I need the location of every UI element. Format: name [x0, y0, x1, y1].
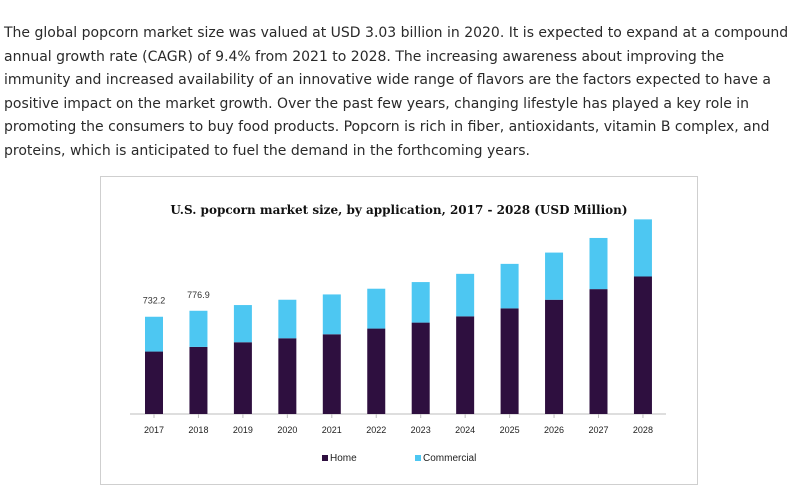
bar-commercial-2017 [145, 316, 163, 352]
bar-commercial-2019 [233, 305, 252, 343]
x-tick-label: 2024 [455, 425, 475, 435]
article-paragraph: The global popcorn market size was value… [4, 25, 789, 159]
data-label: 732.2 [143, 296, 166, 306]
bar-commercial-2024 [456, 273, 475, 317]
bar-commercial-2026 [545, 252, 564, 300]
bar-home-2027 [589, 289, 608, 414]
x-tick-label: 2017 [144, 425, 164, 435]
bar-commercial-2023 [411, 282, 430, 323]
x-tick-label: 2028 [633, 425, 653, 435]
legend-swatch-commercial [415, 455, 421, 461]
x-tick-label: 2019 [233, 425, 253, 435]
x-tick-label: 2026 [544, 425, 564, 435]
bar-commercial-2025 [500, 263, 519, 309]
data-label: 776.9 [187, 290, 210, 300]
bar-home-2024 [456, 316, 475, 414]
legend-label-home: Home [330, 453, 357, 464]
legend-label-commercial: Commercial [423, 453, 476, 464]
bar-home-2025 [500, 308, 519, 414]
bar-commercial-2020 [278, 299, 297, 339]
x-tick-label: 2027 [588, 425, 608, 435]
x-tick-label: 2022 [366, 425, 386, 435]
x-tick-label: 2021 [322, 425, 342, 435]
bar-commercial-2028 [633, 219, 652, 277]
bar-home-2018 [189, 346, 208, 414]
bar-commercial-2021 [322, 294, 341, 335]
bar-home-2022 [367, 328, 386, 414]
bar-home-2026 [545, 299, 564, 414]
x-tick-label: 2018 [188, 425, 208, 435]
bar-home-2020 [278, 338, 297, 414]
bar-home-2023 [411, 322, 430, 414]
x-tick-label: 2025 [500, 425, 520, 435]
bar-commercial-2022 [367, 288, 386, 329]
bar-home-2017 [145, 351, 163, 414]
x-tick-label: 2020 [277, 425, 297, 435]
bar-home-2021 [322, 334, 341, 414]
bar-home-2028 [633, 276, 652, 414]
bar-home-2019 [233, 342, 252, 414]
chart-title: U.S. popcorn market size, by application… [170, 203, 628, 217]
x-tick-label: 2023 [411, 425, 431, 435]
bar-commercial-2018 [189, 310, 208, 347]
bar-commercial-2027 [589, 237, 608, 290]
legend-swatch-home [322, 455, 328, 461]
